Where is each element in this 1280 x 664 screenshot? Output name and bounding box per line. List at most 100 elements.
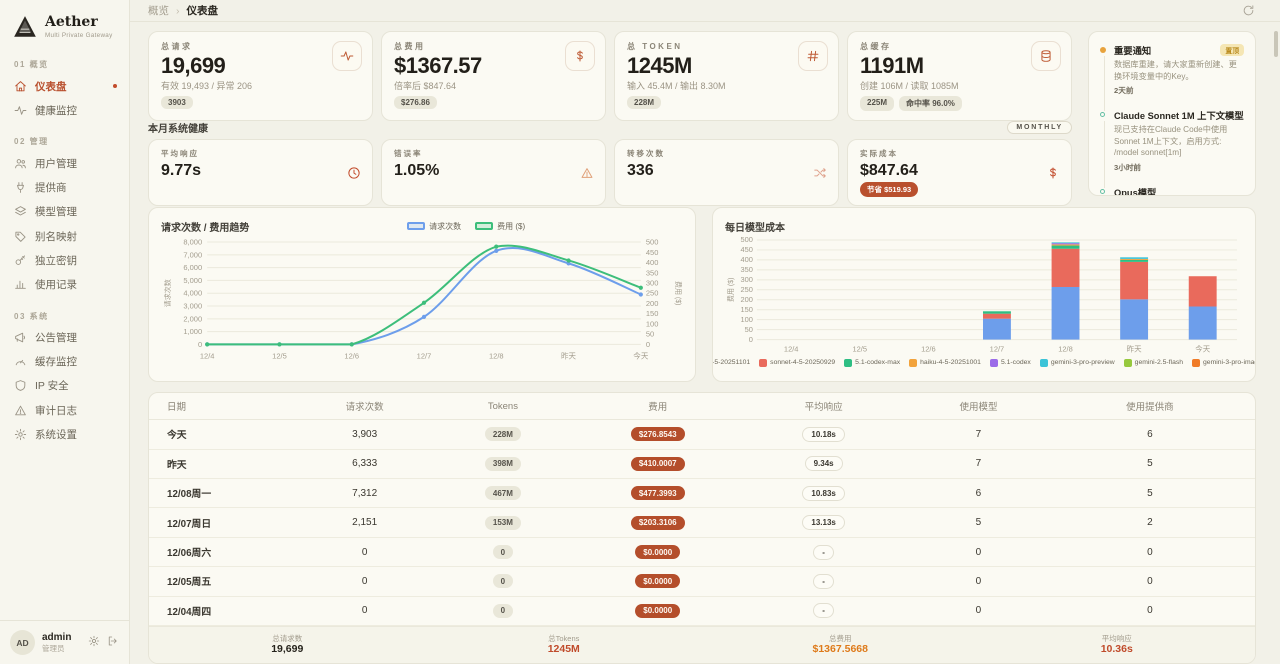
cell-providers: 0: [1147, 575, 1153, 587]
sidebar-item-health-monitor[interactable]: 健康监控: [0, 98, 129, 122]
notification-item[interactable]: Claude Sonnet 1M 上下文模型 现已支持在Claude Code中使…: [1091, 101, 1253, 189]
nav-section-title: 01 概览: [14, 60, 49, 69]
footer-stat: 平均响应 10.36s: [979, 634, 1256, 657]
health-value: 336: [627, 162, 654, 180]
legend-item[interactable]: 5.1-codex: [989, 358, 1031, 367]
svg-text:100: 100: [740, 315, 752, 324]
tokens-badge: 228M: [484, 427, 521, 442]
notification-body: 数据库重建，请大家重新创建、更换环境变量中的Key。: [1114, 60, 1237, 81]
health-card-avg-response: 平均响应 9.77s: [148, 139, 373, 207]
svg-text:12/8: 12/8: [1058, 345, 1073, 354]
notification-timeline-dot: [1100, 188, 1105, 194]
legend-label: opus-4-5-20251101: [712, 359, 751, 367]
notification-item[interactable]: 重要通知 置顶 数据库重建，请大家重新创建、更换环境变量中的Key。 2天前: [1091, 36, 1253, 112]
cell-date: 昨天: [167, 459, 187, 471]
svg-text:今天: 今天: [1195, 344, 1210, 354]
footer-stat-value: 10.36s: [1100, 643, 1133, 656]
legend-item[interactable]: opus-4-5-20251101: [712, 359, 751, 367]
layers-icon: [15, 206, 26, 216]
health-label: 转移次数: [627, 149, 665, 159]
line-chart-title: 请求次数 / 费用趋势: [161, 222, 250, 234]
svg-text:7,000: 7,000: [183, 251, 202, 260]
legend-item[interactable]: 5.1-codex-max: [844, 358, 900, 367]
svg-text:12/8: 12/8: [489, 352, 504, 361]
table-row: 昨天 6,333 398M $410.0007 9.34s 7 5: [149, 450, 1255, 480]
sidebar-item-system-settings[interactable]: 系统设置: [0, 422, 129, 446]
refresh-button[interactable]: [1242, 4, 1256, 18]
sidebar-item-usage-records[interactable]: 使用记录: [0, 272, 129, 296]
sidebar-item-independent-keys[interactable]: 独立密钥: [0, 248, 129, 272]
avg-response-badge: -: [813, 603, 834, 619]
gear-icon: [88, 635, 100, 647]
sidebar-item-alias-mapping[interactable]: 别名映射: [0, 224, 129, 248]
tokens-badge: 467M: [484, 486, 521, 501]
cost-badge: $0.0000: [635, 603, 681, 618]
svg-text:8,000: 8,000: [183, 238, 202, 247]
user-block: AD admin 管理员: [0, 620, 129, 664]
scrollbar-thumb[interactable]: [1274, 31, 1278, 57]
legend-item[interactable]: gemini-3-pro-image-preview: [1192, 358, 1255, 367]
legend-item[interactable]: sonnet-4-5-20250929: [759, 358, 835, 367]
cell-models: 6: [975, 487, 982, 499]
sidebar-item-ip-security[interactable]: IP 安全: [0, 374, 129, 398]
legend-item[interactable]: gemini-3-pro-preview: [1039, 358, 1115, 367]
daily-model-cost-chart[interactable]: 每日模型成本 0 50 100 150 200 250 300 350 400 450 500 费用 …: [712, 207, 1256, 383]
cell-providers: 0: [1147, 546, 1153, 558]
health-label: 平均响应: [161, 149, 199, 159]
breadcrumb-overview[interactable]: 概览: [148, 5, 169, 18]
legend-item[interactable]: gemini-2.5-flash: [1123, 358, 1183, 367]
brand-tagline: Multi Private Gateway: [45, 31, 113, 39]
stat-card-total-cache: 总缓存 1191M 创建 106M / 读取 1085M 225M 命中率 96.0%: [847, 31, 1072, 122]
svg-text:0: 0: [646, 340, 650, 349]
notification-time: 2天前: [1114, 86, 1134, 96]
notification-item[interactable]: Opus模型上游提供商促销，本月的sonnet4.5模型请求，将自动尽量转为op…: [1091, 178, 1253, 195]
svg-text:50: 50: [646, 330, 654, 339]
svg-text:150: 150: [646, 309, 659, 318]
sidebar-item-label: 提供商: [35, 182, 67, 195]
line-chart-canvas[interactable]: 0 1,000 2,000 3,000 4,000 5,000 6,000 7,000 8,00…: [161, 234, 683, 362]
sidebar-item-dashboard[interactable]: 仪表盘: [0, 74, 129, 98]
avg-response-badge: 9.34s: [804, 456, 843, 472]
stat-subtext: 创建 106M / 读取 1085M: [860, 81, 959, 92]
settings-gear-icon[interactable]: [88, 635, 100, 650]
main-area: 概览 › 仪表盘 总请求 19,699 有效 19,493 / 异常 206 3903…: [130, 0, 1280, 664]
legend-item[interactable]: 请求次数: [407, 221, 461, 232]
table-column-header: 使用模型: [959, 402, 998, 414]
breadcrumb-separator-icon: ›: [176, 4, 180, 17]
cell-requests: 6,333: [352, 458, 378, 470]
dollar-icon: [1050, 167, 1056, 179]
requests-cost-trend-chart[interactable]: 请求次数 / 费用趋势 请求次数 费用 ($) 0 1,000 2,000 3,000 4…: [148, 207, 696, 383]
sidebar-item-audit-logs[interactable]: 审计日志: [0, 398, 129, 422]
svg-text:300: 300: [646, 279, 659, 288]
legend-item[interactable]: haiku-4-5-20251001: [909, 358, 981, 367]
logout-icon[interactable]: [107, 635, 119, 650]
svg-text:费用 ($): 费用 ($): [726, 278, 735, 302]
nav-section: 03 系统 公告管理 缓存监控 IP 安全 审计日志 系统设置: [0, 306, 129, 447]
sidebar-item-announcement-management[interactable]: 公告管理: [0, 326, 129, 350]
stat-cards: 总请求 19,699 有效 19,493 / 异常 206 3903 总费用 $1367.…: [148, 31, 1072, 122]
tokens-badge: 153M: [484, 515, 521, 530]
svg-text:0: 0: [198, 340, 202, 349]
stat-value: 1245M: [627, 53, 692, 79]
stat-label: 总 TOKEN: [627, 42, 683, 52]
clock-icon: [348, 167, 360, 179]
breadcrumb-current: 仪表盘: [186, 5, 219, 18]
stat-card-total-requests: 总请求 19,699 有效 19,493 / 异常 206 3903: [148, 31, 373, 122]
sidebar-item-label: 独立密钥: [35, 254, 77, 267]
notification-timeline-dot: [1100, 112, 1105, 118]
sidebar-item-label: 用户管理: [35, 157, 77, 170]
stat-badge: 3903: [161, 96, 193, 110]
stat-icon-chip: [798, 41, 828, 72]
legend-item[interactable]: 费用 ($): [475, 221, 525, 232]
sidebar-item-providers[interactable]: 提供商: [0, 176, 129, 200]
sidebar-item-label: 审计日志: [35, 404, 77, 417]
footer-stat: 总Tokens 1245M: [426, 634, 703, 657]
sidebar-item-model-management[interactable]: 模型管理: [0, 200, 129, 224]
sidebar-item-user-management[interactable]: 用户管理: [0, 151, 129, 175]
user-role: 管理员: [42, 644, 65, 653]
sidebar-item-cache-monitor[interactable]: 缓存监控: [0, 350, 129, 374]
line-chart-legend: 请求次数 费用 ($): [249, 221, 683, 232]
table-column-header: 请求次数: [345, 402, 384, 414]
sidebar-item-label: 别名映射: [35, 230, 77, 243]
